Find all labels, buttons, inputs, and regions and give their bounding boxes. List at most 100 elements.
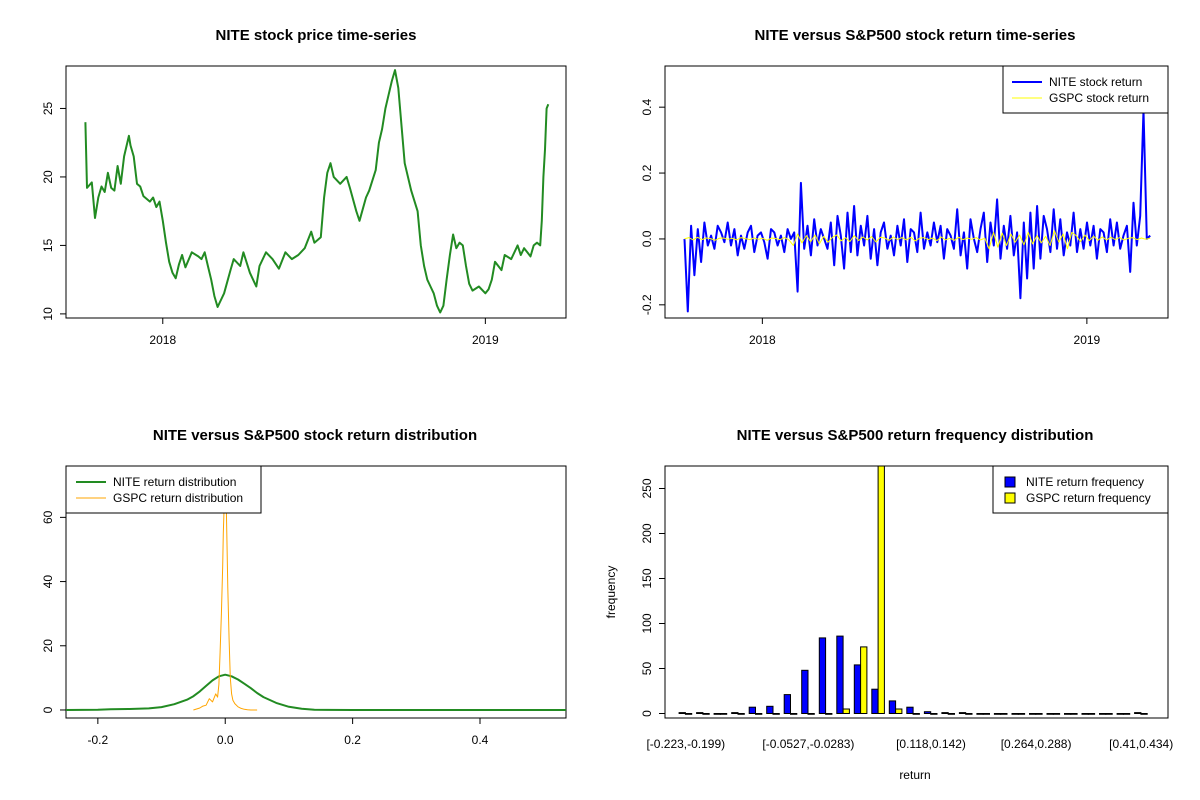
frequency-y-tick-label: 0 [640, 710, 654, 717]
frequency-bar-gspc [1035, 713, 1043, 715]
price-chart-panel: NITE stock price time-series 10 15 20 25 201… [41, 27, 567, 347]
frequency-bar-nite [993, 713, 1002, 715]
frequency-x-tick-label: [-0.0527,-0.0283) [762, 737, 854, 751]
frequency-y-tick-label: 250 [640, 478, 654, 498]
frequency-x-tick-label: [0.118,0.142) [896, 737, 966, 751]
price-series-line [84, 69, 550, 314]
frequency-legend-swatch-gspc [1004, 492, 1016, 504]
frequency-bar-nite [696, 712, 704, 714]
density-chart-panel: NITE versus S&P500 stock return distribu… [41, 427, 567, 747]
returns-y-tick-label: 0.4 [640, 99, 654, 116]
frequency-bar-nite [1029, 713, 1037, 715]
frequency-bar-nite [888, 700, 897, 715]
frequency-bar-gspc [1087, 713, 1096, 715]
returns-series-line-gspc [684, 230, 1151, 250]
density-x-tick-label: 0.0 [217, 733, 234, 747]
price-y-tick-label: 25 [41, 101, 55, 115]
density-legend-label-gspc: GSPC return distribution [113, 491, 243, 505]
frequency-y-axis-label: frequency [604, 566, 618, 619]
frequency-y-tick-label: 150 [640, 568, 654, 588]
price-y-tick-label: 10 [41, 307, 55, 321]
frequency-bar-nite [678, 712, 686, 714]
price-x-tick-label: 2019 [472, 333, 499, 347]
frequency-x-axis-label: return [899, 768, 930, 782]
frequency-bar-gspc [825, 713, 833, 715]
frequency-bar-gspc [807, 713, 815, 715]
density-y-tick-label: 20 [41, 639, 55, 653]
returns-y-tick-label: -0.2 [640, 294, 654, 315]
frequency-chart-panel: NITE versus S&P500 return frequency dist… [604, 427, 1173, 782]
frequency-bar-gspc [842, 708, 850, 714]
frequency-bar-gspc [790, 713, 798, 715]
frequency-bar-gspc [895, 708, 903, 714]
returns-legend-label-nite: NITE stock return [1049, 75, 1142, 89]
returns-legend-box [1002, 65, 1169, 114]
price-x-tick-label: 2018 [149, 333, 176, 347]
frequency-bar-gspc [755, 713, 763, 715]
density-chart-title: NITE versus S&P500 stock return distribu… [153, 427, 477, 444]
frequency-legend-box [992, 465, 1169, 514]
frequency-x-tick-label: [0.41,0.434) [1109, 737, 1173, 751]
frequency-bar-nite [923, 711, 932, 715]
frequency-bar-nite [713, 713, 721, 715]
frequency-bar-nite [1011, 713, 1019, 715]
frequency-bar-nite [1099, 713, 1107, 715]
frequency-bar-gspc [877, 465, 885, 714]
frequency-bar-gspc [684, 713, 693, 715]
returns-legend-label-gspc: GSPC stock return [1049, 91, 1149, 105]
density-legend-label-nite: NITE return distribution [113, 475, 236, 489]
frequency-y-tick-label: 200 [640, 523, 654, 543]
frequency-legend-label-gspc: GSPC return frequency [1026, 491, 1151, 505]
frequency-bar-gspc [1122, 713, 1131, 715]
frequency-bar-nite [958, 712, 967, 714]
frequency-bar-gspc [930, 713, 938, 715]
frequency-bar-nite [836, 635, 844, 714]
price-chart-title: NITE stock price time-series [216, 27, 417, 44]
frequency-x-tick-label: [-0.223,-0.199) [646, 737, 725, 751]
frequency-bar-nite [976, 713, 984, 715]
frequency-bar-gspc [860, 646, 868, 715]
frequency-legend-swatch-nite [1004, 476, 1016, 488]
frequency-bar-gspc [1000, 713, 1008, 715]
frequency-bar-nite [783, 694, 792, 714]
frequency-bar-gspc [719, 713, 728, 715]
frequency-bar-nite [1116, 713, 1124, 715]
frequency-y-tick-label: 100 [640, 613, 654, 633]
frequency-bar-gspc [772, 713, 780, 715]
frequency-bar-nite [1134, 712, 1142, 714]
frequency-chart-title: NITE versus S&P500 return frequency dist… [737, 427, 1094, 444]
returns-x-tick-label: 2018 [749, 333, 776, 347]
frequency-bar-nite [941, 712, 949, 714]
frequency-bar-nite [1081, 713, 1089, 715]
returns-x-tick-label: 2019 [1074, 333, 1101, 347]
frequency-legend: NITE return frequency GSPC return freque… [992, 465, 1169, 514]
frequency-bar-nite [1046, 713, 1054, 715]
density-series-line-nite [65, 673, 566, 711]
density-y-tick-label: 0 [41, 706, 55, 713]
frequency-bar-nite [766, 705, 774, 714]
density-legend: NITE return distribution GSPC return dis… [65, 465, 262, 514]
price-y-tick-label: 15 [41, 238, 55, 252]
frequency-bar-nite [801, 669, 809, 714]
frequency-bar-nite [1064, 713, 1072, 715]
frequency-bar-gspc [912, 713, 920, 715]
frequency-bar-gspc [1070, 713, 1078, 715]
frequency-bar-gspc [1105, 713, 1113, 715]
frequency-y-tick-label: 50 [640, 662, 654, 676]
frequency-bar-gspc [982, 713, 991, 715]
density-y-tick-label: 40 [41, 575, 55, 589]
returns-legend: NITE stock return GSPC stock return [1002, 65, 1169, 114]
frequency-legend-label-nite: NITE return frequency [1026, 475, 1144, 489]
frequency-bar-nite [748, 706, 757, 715]
returns-series-line-nite [683, 109, 1151, 313]
frequency-x-tick-label: [0.264,0.288) [1001, 737, 1072, 751]
frequency-bar-gspc [1052, 713, 1061, 715]
frequency-bar-gspc [702, 713, 710, 715]
density-x-tick-label: 0.2 [344, 733, 361, 747]
density-x-tick-label: 0.4 [472, 733, 489, 747]
frequency-bar-gspc [1140, 713, 1148, 715]
frequency-bar-nite [853, 664, 862, 715]
returns-y-tick-label: 0.0 [640, 230, 654, 247]
density-x-tick-label: -0.2 [88, 733, 109, 747]
